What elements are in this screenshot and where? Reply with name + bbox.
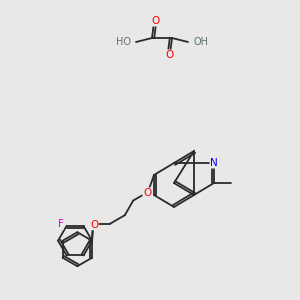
Text: O: O: [90, 220, 98, 230]
Text: O: O: [151, 16, 159, 26]
Text: OH: OH: [193, 37, 208, 47]
Text: N: N: [210, 158, 218, 168]
Text: F: F: [58, 219, 64, 229]
Text: O: O: [143, 188, 151, 198]
Text: O: O: [165, 50, 173, 60]
Text: HO: HO: [116, 37, 131, 47]
